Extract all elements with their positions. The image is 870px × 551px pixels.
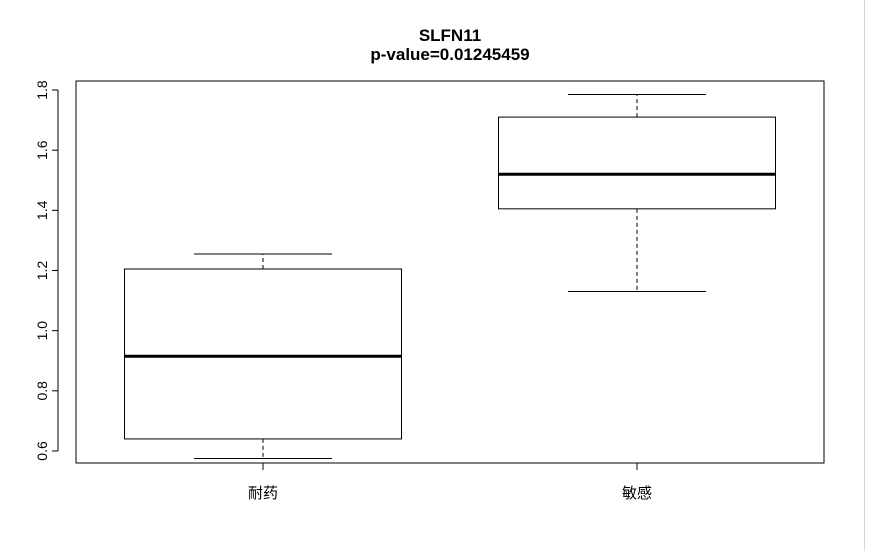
box-2 — [498, 94, 776, 293]
y-tick-label: 0.6 — [34, 441, 50, 461]
window-edge — [864, 0, 865, 551]
box-1 — [124, 253, 402, 459]
y-axis: 0.6 0.8 1.0 1.2 1.4 1.6 1.8 — [34, 80, 59, 461]
y-tick-label: 1.6 — [34, 140, 50, 160]
chart-subtitle: p-value=0.01245459 — [370, 45, 529, 64]
y-tick-label: 1.4 — [34, 200, 50, 220]
x-tick-label: 耐药 — [248, 484, 278, 502]
iqr-box — [124, 268, 402, 440]
x-axis: 耐药 敏感 — [248, 462, 652, 502]
y-tick-label: 1.8 — [34, 80, 50, 100]
y-tick-label: 1.0 — [34, 321, 50, 341]
y-tick-label: 1.2 — [34, 261, 50, 281]
chart-title: SLFN11 — [419, 26, 481, 45]
iqr-box — [498, 116, 776, 210]
boxes — [124, 94, 776, 459]
x-tick-label: 敏感 — [622, 484, 652, 502]
y-tick-label: 0.8 — [34, 381, 50, 401]
